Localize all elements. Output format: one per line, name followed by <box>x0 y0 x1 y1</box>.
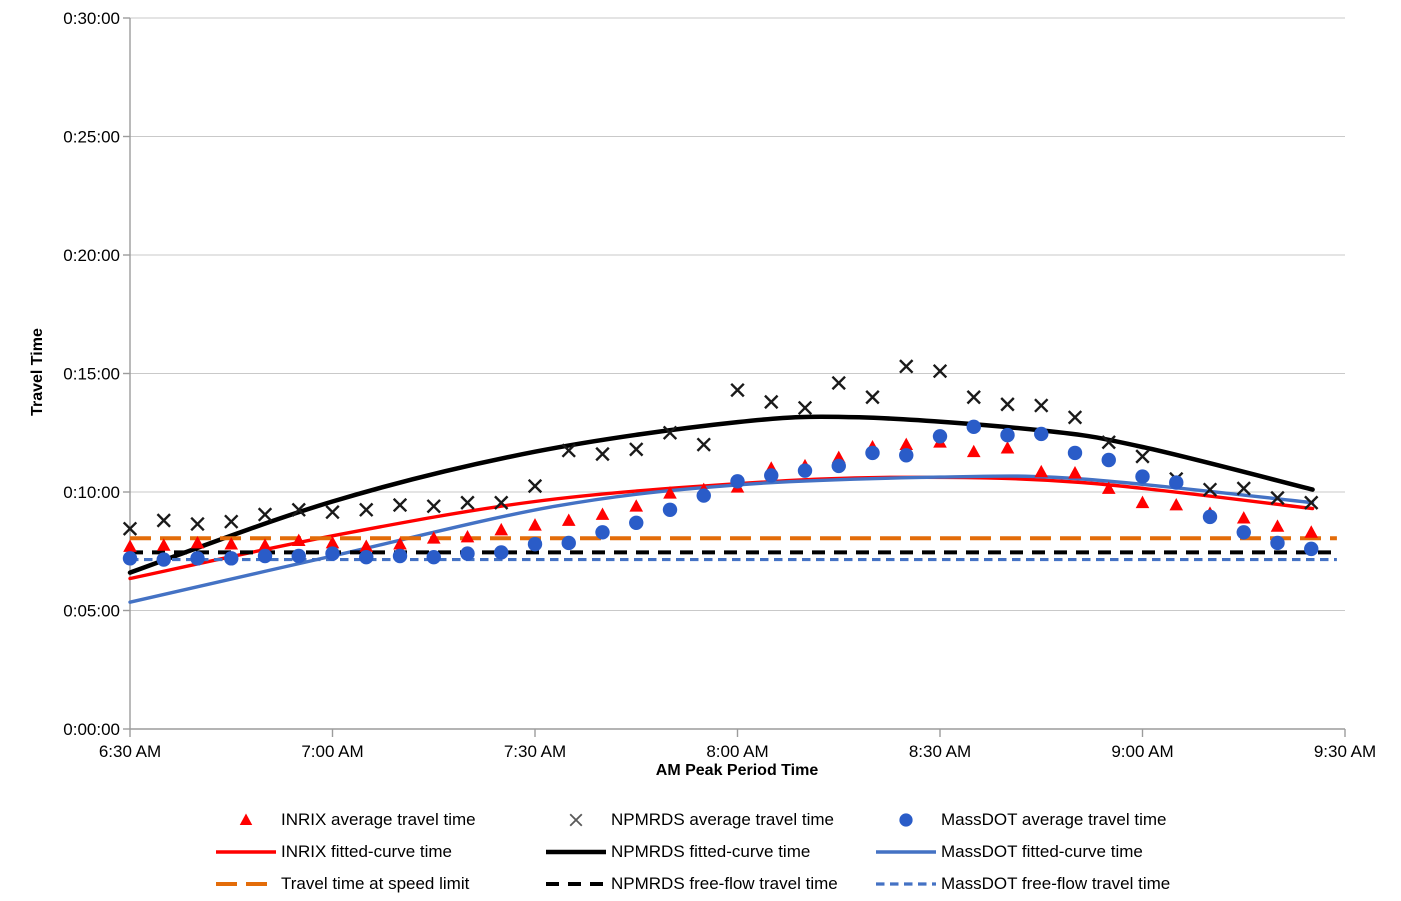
svg-text:0:00:00: 0:00:00 <box>63 720 120 739</box>
legend-item-npmrds-average: NPMRDS average travel time <box>545 804 838 836</box>
y-axis-title: Travel Time <box>29 328 46 416</box>
legend-label: MassDOT average travel time <box>941 810 1167 829</box>
black-dashed-line-icon <box>545 875 607 893</box>
legend-label: NPMRDS fitted-curve time <box>611 842 811 861</box>
legend-label: INRIX average travel time <box>281 810 476 829</box>
svg-text:9:00 AM: 9:00 AM <box>1111 742 1173 761</box>
legend-item-npmrds-freeflow: NPMRDS free-flow travel time <box>545 868 838 900</box>
blue-dashed-line-icon <box>875 875 937 893</box>
svg-text:7:30 AM: 7:30 AM <box>504 742 566 761</box>
svg-text:8:00 AM: 8:00 AM <box>706 742 768 761</box>
legend-label: INRIX fitted-curve time <box>281 842 452 861</box>
x-marker-icon <box>545 811 607 829</box>
legend-item-massdot-freeflow: MassDOT free-flow travel time <box>875 868 1170 900</box>
red-line-icon <box>215 843 277 861</box>
svg-text:0:10:00: 0:10:00 <box>63 483 120 502</box>
series-massdot-average-travel-time <box>122 419 1319 567</box>
legend-item-massdot-average: MassDOT average travel time <box>875 804 1170 836</box>
svg-text:6:30 AM: 6:30 AM <box>99 742 161 761</box>
svg-text:0:30:00: 0:30:00 <box>63 9 120 28</box>
legend-label: MassDOT free-flow travel time <box>941 874 1171 893</box>
legend-label: Travel time at speed limit <box>281 874 470 893</box>
legend-column-1: INRIX average travel time INRIX fitted-c… <box>215 804 476 900</box>
circle-marker-icon <box>875 811 937 829</box>
x-axis-title: AM Peak Period Time <box>655 762 819 779</box>
triangle-marker-icon <box>215 811 277 829</box>
blue-line-icon <box>875 843 937 861</box>
svg-text:0:15:00: 0:15:00 <box>63 365 120 384</box>
legend-column-2: NPMRDS average travel time NPMRDS fitted… <box>545 804 838 900</box>
legend-label: NPMRDS free-flow travel time <box>611 874 838 893</box>
legend-item-npmrds-fitted: NPMRDS fitted-curve time <box>545 836 838 868</box>
orange-dashed-line-icon <box>215 875 277 893</box>
legend-item-inrix-fitted: INRIX fitted-curve time <box>215 836 476 868</box>
svg-text:7:00 AM: 7:00 AM <box>301 742 363 761</box>
x-axis-ticks: 6:30 AM 7:00 AM 7:30 AM 8:00 AM 8:30 AM 9:00 … <box>99 729 1376 761</box>
black-line-icon <box>545 843 607 861</box>
legend-column-3: MassDOT average travel time MassDOT fitt… <box>875 804 1170 900</box>
plot-area: 0:00:00 0:05:00 0:10:00 0:15:00 0:20:00 0:25:… <box>63 9 1376 761</box>
svg-text:9:30 AM: 9:30 AM <box>1314 742 1376 761</box>
svg-text:8:30 AM: 8:30 AM <box>909 742 971 761</box>
legend-label: NPMRDS average travel time <box>611 810 834 829</box>
legend-item-massdot-fitted: MassDOT fitted-curve time <box>875 836 1170 868</box>
legend-label: MassDOT fitted-curve time <box>941 842 1143 861</box>
legend-item-inrix-average: INRIX average travel time <box>215 804 476 836</box>
legend: INRIX average travel time INRIX fitted-c… <box>0 804 1401 901</box>
series-npmrds-average-travel-time <box>122 359 1319 536</box>
legend-item-speed-limit: Travel time at speed limit <box>215 868 476 900</box>
series-npmrds-fitted-curve-time <box>127 414 1315 575</box>
gridlines: 0:00:00 0:05:00 0:10:00 0:15:00 0:20:00 0:25:… <box>63 9 1345 739</box>
svg-text:0:25:00: 0:25:00 <box>63 128 120 147</box>
svg-text:0:05:00: 0:05:00 <box>63 602 120 621</box>
svg-text:0:20:00: 0:20:00 <box>63 246 120 265</box>
